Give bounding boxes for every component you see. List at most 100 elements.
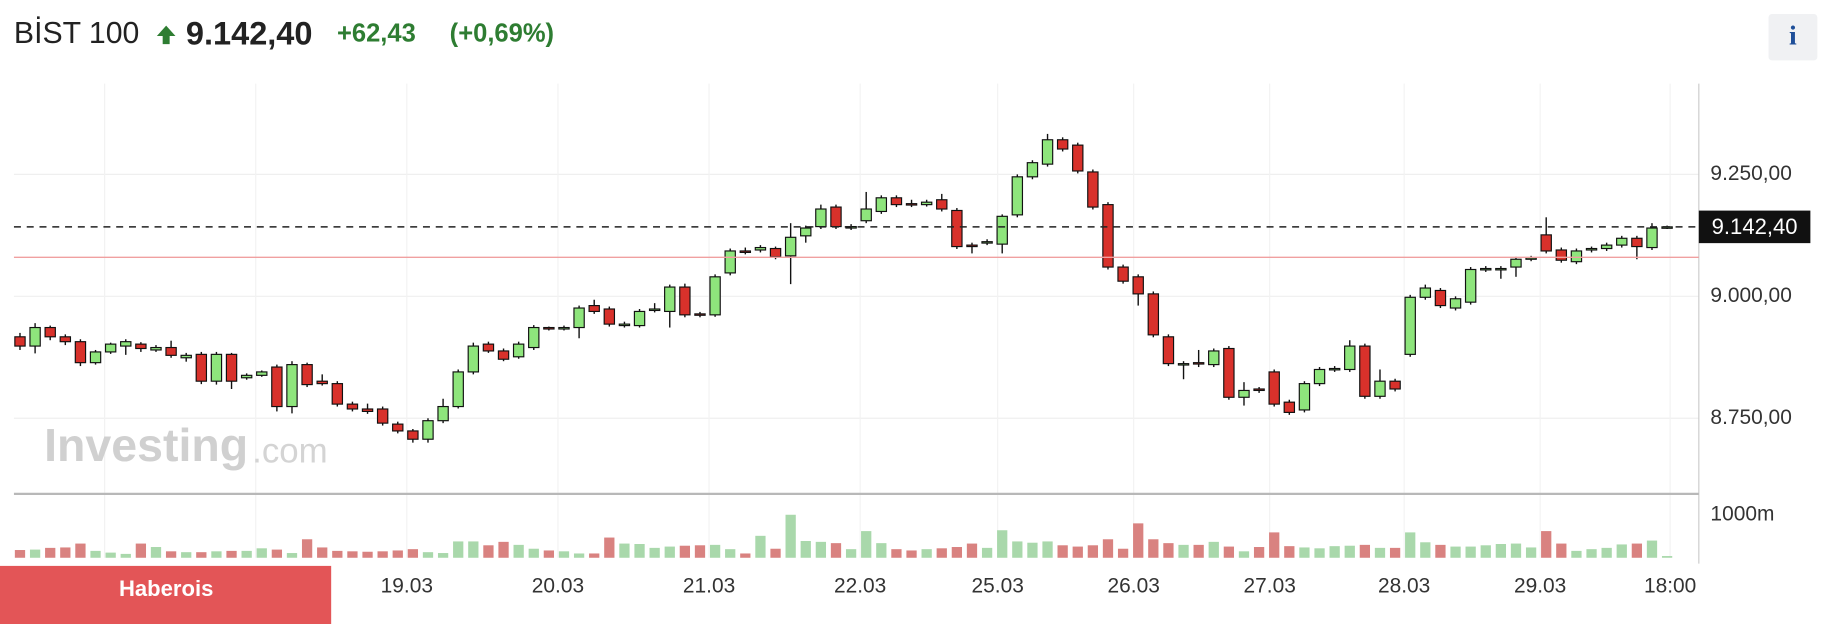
candle-body — [1419, 287, 1432, 298]
candle-body — [1283, 401, 1296, 413]
volume-bar — [165, 551, 177, 558]
x-tick-label: 28.03 — [1378, 574, 1430, 597]
candle-body — [1434, 289, 1447, 307]
volume-bar — [679, 545, 691, 558]
x-tick-label: 26.03 — [1108, 574, 1160, 597]
candle-body — [29, 326, 41, 347]
candle-body — [1147, 293, 1160, 336]
volume-bar — [1133, 523, 1144, 558]
volume-bar — [1631, 543, 1643, 558]
candle-body — [120, 341, 132, 347]
volume-bar — [936, 548, 947, 558]
volume-bar — [1510, 543, 1522, 558]
candle-body — [1253, 388, 1265, 392]
volume-bar — [1389, 547, 1401, 558]
candle-body — [89, 351, 102, 364]
volume-bar — [347, 551, 358, 558]
volume-bar — [498, 541, 509, 558]
candle-body — [784, 236, 797, 257]
x-tick-label: 27.03 — [1244, 574, 1296, 597]
candle-body — [951, 209, 963, 248]
volume-bar — [513, 544, 524, 558]
candle-body — [271, 366, 283, 408]
candle-body — [1313, 368, 1326, 385]
candle-body — [1026, 162, 1039, 178]
candle-body — [966, 244, 978, 248]
volume-bar — [830, 543, 842, 558]
volume-bar — [815, 541, 827, 558]
candle-body — [376, 408, 389, 424]
candle-body — [769, 247, 782, 258]
volume-bar — [740, 553, 751, 558]
volume-bar — [1087, 545, 1099, 558]
volume-bar — [407, 549, 419, 558]
volume-bar — [1541, 531, 1552, 558]
volume-bar — [861, 531, 872, 558]
candle-body — [543, 326, 555, 330]
x-tick-label: 20.03 — [532, 574, 584, 597]
info-icon[interactable]: i — [1789, 21, 1797, 52]
volume-bar — [558, 551, 570, 558]
volume-bar — [1374, 547, 1386, 558]
candle-body — [633, 310, 646, 327]
candle-body — [739, 250, 752, 254]
candle-body — [1374, 380, 1386, 397]
candle-body — [528, 326, 540, 349]
candle-body — [1344, 345, 1356, 371]
candle-body — [664, 286, 676, 313]
info-button[interactable] — [1768, 13, 1818, 61]
candle-body — [150, 346, 162, 351]
volume-bar — [286, 553, 298, 558]
marks — [14, 133, 1673, 558]
candle-body — [512, 343, 525, 358]
candle-body — [59, 336, 72, 343]
volume-bar — [437, 553, 449, 558]
volume-bar — [1102, 539, 1114, 558]
volume-bar — [453, 541, 464, 558]
volume-bar — [256, 548, 267, 558]
volume-bar — [966, 543, 978, 558]
volume-bar — [332, 550, 343, 558]
candle-body — [346, 403, 359, 410]
volume-bar — [1556, 543, 1567, 558]
last-price: 9.142,40 — [186, 16, 313, 52]
candle-body — [407, 430, 419, 440]
volume-bar — [1072, 546, 1083, 558]
candle-body — [920, 201, 933, 206]
candle-body — [361, 408, 374, 413]
volume-bar — [181, 552, 192, 558]
volume-bar — [1525, 547, 1537, 558]
candle-body — [437, 405, 449, 422]
volume-bar — [1314, 548, 1325, 558]
volume-bar — [1269, 532, 1280, 558]
candle-body — [800, 227, 812, 237]
candle-body — [830, 206, 842, 228]
volume-bar — [997, 530, 1008, 558]
candle-body — [1208, 350, 1220, 366]
overlay: 8.750,00 9.000,00 9.250,00 1000m 9.142,40 Hab… — [0, 162, 1811, 624]
candle-body — [1117, 266, 1129, 282]
candle-body — [1041, 139, 1054, 165]
candle-body — [286, 364, 298, 408]
candle-body — [1268, 371, 1280, 405]
volume-bar — [800, 540, 811, 558]
volume-bar — [1661, 556, 1673, 558]
candle-body — [135, 343, 147, 350]
candle-body — [301, 364, 313, 386]
candle-body — [996, 215, 1008, 245]
up-arrow — [156, 25, 176, 45]
volume-bar — [528, 548, 539, 558]
volume-bar — [725, 549, 736, 558]
candle-body — [905, 203, 918, 206]
banner — [0, 565, 332, 624]
volume-bar — [105, 552, 116, 558]
candle-body — [482, 343, 495, 352]
candle-body — [14, 336, 26, 347]
candle-body — [1087, 171, 1099, 208]
volume-bar — [951, 547, 963, 558]
volume-bar — [1012, 541, 1023, 558]
volume-bar — [1601, 547, 1612, 558]
candle-body — [860, 208, 872, 222]
volume-bar — [1299, 547, 1310, 558]
